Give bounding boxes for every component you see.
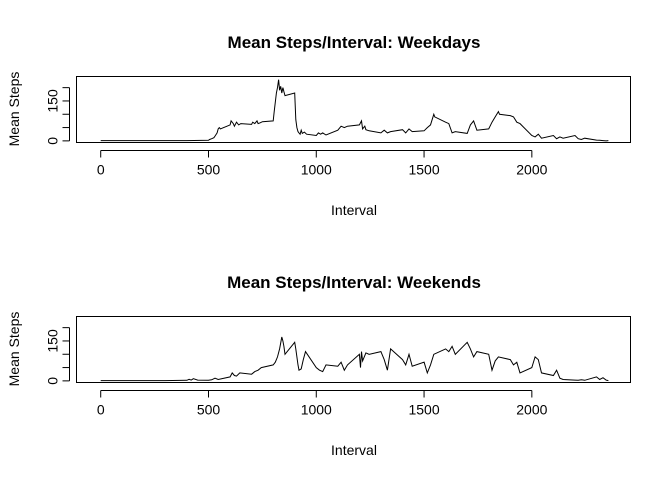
y-axis-label: Mean Steps xyxy=(6,72,22,147)
chart-title: Mean Steps/Interval: Weekdays xyxy=(228,33,481,52)
panel-weekends: Mean Steps/Interval: Weekends Interval M… xyxy=(6,273,631,458)
x-axis-label: Interval xyxy=(331,202,377,218)
x-tick-label: 0 xyxy=(97,162,105,178)
x-tick-label: 1500 xyxy=(408,162,439,178)
y-axis-label: Mean Steps xyxy=(6,312,22,387)
series-group xyxy=(100,336,609,382)
plot-frame xyxy=(76,76,631,143)
x-axis-label: Interval xyxy=(331,442,377,458)
x-tick-label: 2000 xyxy=(516,402,547,418)
x-tick-label: 500 xyxy=(197,162,221,178)
series-group xyxy=(100,79,609,142)
x-axis: 0 500 1000 1500 2000 xyxy=(97,390,548,418)
x-axis: 0 500 1000 1500 2000 xyxy=(97,150,548,178)
series-line xyxy=(100,336,609,382)
plot-frame xyxy=(76,316,631,383)
chart-title: Mean Steps/Interval: Weekends xyxy=(227,273,481,292)
panel-weekdays: Mean Steps/Interval: Weekdays Interval M… xyxy=(6,33,631,218)
y-tick-label: 150 xyxy=(45,89,61,113)
series-line xyxy=(100,79,609,142)
x-tick-label: 0 xyxy=(97,402,105,418)
x-tick-label: 1500 xyxy=(408,402,439,418)
x-tick-label: 1000 xyxy=(301,162,332,178)
y-tick-label: 0 xyxy=(45,377,61,385)
y-axis: 0 150 xyxy=(45,327,70,385)
y-tick-label: 0 xyxy=(45,137,61,145)
x-tick-label: 1000 xyxy=(301,402,332,418)
y-tick-label: 150 xyxy=(45,329,61,353)
y-axis: 0 150 xyxy=(45,87,70,145)
x-tick-label: 500 xyxy=(197,402,221,418)
x-tick-label: 2000 xyxy=(516,162,547,178)
